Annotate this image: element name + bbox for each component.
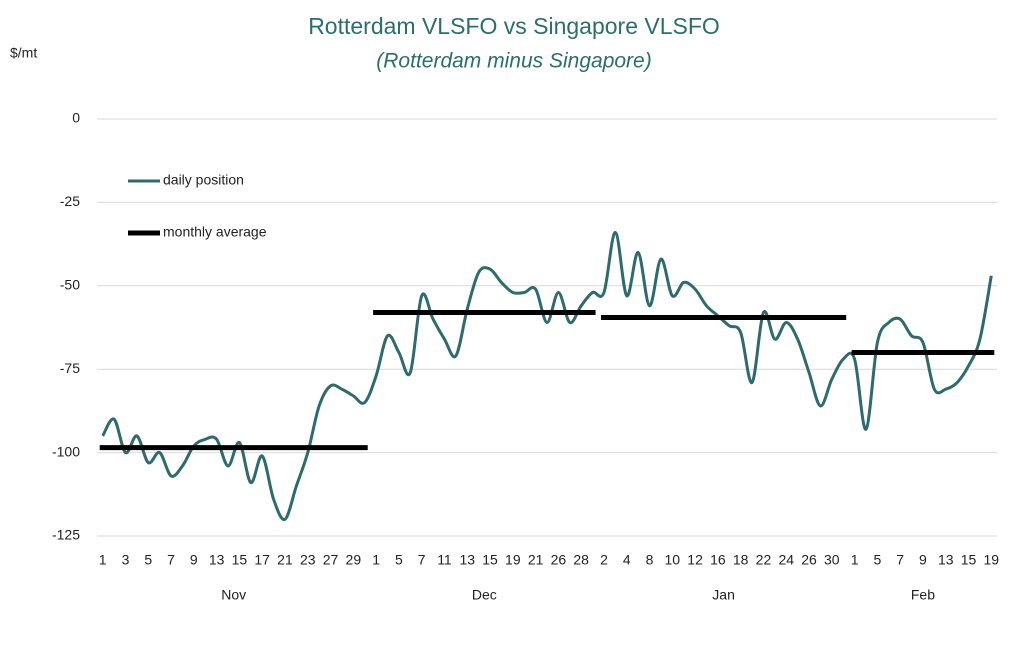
x-tick-label: 13 xyxy=(938,552,954,568)
x-tick-label: 8 xyxy=(646,552,654,568)
x-tick-label: 19 xyxy=(984,552,1000,568)
y-tick-label: -125 xyxy=(52,527,80,543)
x-tick-label: 7 xyxy=(418,552,426,568)
x-tick-label: 21 xyxy=(277,552,293,568)
month-label: Nov xyxy=(221,587,246,603)
x-tick-label: 1 xyxy=(851,552,859,568)
x-tick-label: 12 xyxy=(687,552,703,568)
x-tick-label: 15 xyxy=(232,552,248,568)
x-tick-label: 26 xyxy=(801,552,817,568)
month-label: Feb xyxy=(911,587,935,603)
x-tick-label: 7 xyxy=(167,552,175,568)
x-tick-label: 7 xyxy=(896,552,904,568)
x-tick-label: 22 xyxy=(756,552,772,568)
x-tick-label: 1 xyxy=(99,552,107,568)
y-axis-label: $/mt xyxy=(10,45,37,61)
x-tick-label: 13 xyxy=(459,552,475,568)
month-label: Dec xyxy=(472,587,497,603)
x-tick-label: 9 xyxy=(190,552,198,568)
x-tick-label: 28 xyxy=(573,552,589,568)
chart-title: Rotterdam VLSFO vs Singapore VLSFO xyxy=(308,13,720,39)
x-tick-label: 27 xyxy=(323,552,339,568)
x-tick-label: 4 xyxy=(623,552,631,568)
x-tick-label: 5 xyxy=(144,552,152,568)
legend-label: daily position xyxy=(163,172,244,188)
x-tick-label: 9 xyxy=(919,552,927,568)
x-tick-label: 13 xyxy=(209,552,225,568)
x-tick-label: 29 xyxy=(346,552,362,568)
x-tick-label: 2 xyxy=(600,552,608,568)
x-tick-label: 19 xyxy=(505,552,521,568)
daily-line xyxy=(101,230,993,522)
x-tick-label: 5 xyxy=(395,552,403,568)
x-tick-label: 23 xyxy=(300,552,316,568)
x-tick-label: 3 xyxy=(122,552,130,568)
y-tick-label: -50 xyxy=(60,277,80,293)
x-tick-label: 15 xyxy=(961,552,977,568)
x-tick-label: 30 xyxy=(824,552,840,568)
x-tick-label: 5 xyxy=(873,552,881,568)
x-tick-label: 16 xyxy=(710,552,726,568)
x-tick-label: 24 xyxy=(778,552,794,568)
x-tick-label: 26 xyxy=(551,552,567,568)
y-tick-label: -100 xyxy=(52,443,80,459)
x-tick-label: 17 xyxy=(254,552,270,568)
x-tick-label: 15 xyxy=(482,552,498,568)
x-tick-label: 21 xyxy=(528,552,544,568)
x-tick-label: 11 xyxy=(437,552,452,568)
month-label: Jan xyxy=(712,587,735,603)
y-tick-label: -25 xyxy=(60,193,80,209)
y-tick-label: 0 xyxy=(72,110,80,126)
x-tick-label: 10 xyxy=(665,552,681,568)
x-tick-label: 1 xyxy=(372,552,380,568)
legend-label: monthly average xyxy=(163,224,267,240)
y-tick-label: -75 xyxy=(60,360,80,376)
chart-subtitle: (Rotterdam minus Singapore) xyxy=(376,50,651,73)
x-tick-label: 18 xyxy=(733,552,749,568)
